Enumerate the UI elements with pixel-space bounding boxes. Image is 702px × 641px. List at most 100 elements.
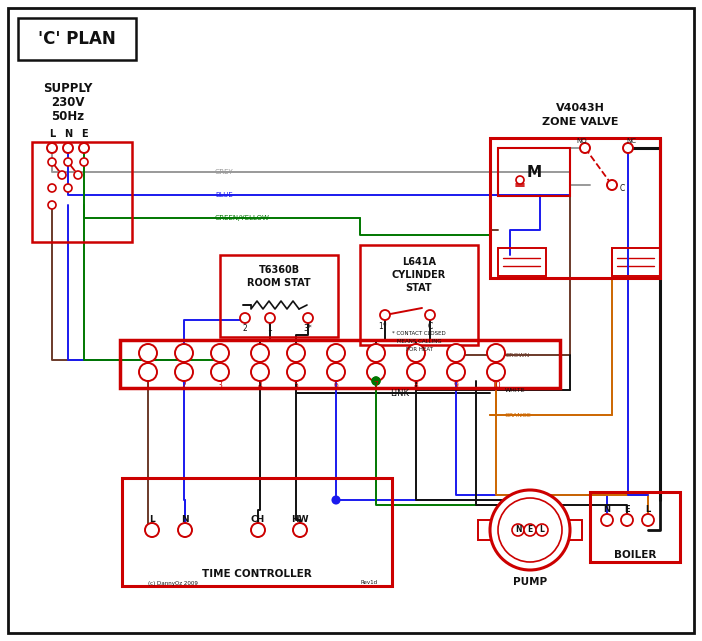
- Text: 7: 7: [373, 381, 378, 390]
- Text: 2: 2: [182, 381, 186, 390]
- Circle shape: [490, 490, 570, 570]
- Bar: [590, 492, 680, 562]
- Text: ORANGE: ORANGE: [505, 413, 531, 417]
- Circle shape: [80, 158, 88, 166]
- Text: LINK: LINK: [390, 388, 409, 397]
- Circle shape: [621, 514, 633, 526]
- Text: N: N: [515, 526, 522, 535]
- Circle shape: [642, 514, 654, 526]
- Circle shape: [524, 524, 536, 536]
- Text: HW: HW: [291, 515, 309, 524]
- Circle shape: [47, 143, 57, 153]
- Circle shape: [139, 363, 157, 381]
- Text: BOILER: BOILER: [614, 550, 656, 560]
- Circle shape: [447, 344, 465, 362]
- Text: NO: NO: [576, 138, 588, 144]
- Circle shape: [487, 363, 505, 381]
- Text: E: E: [527, 526, 533, 535]
- Circle shape: [48, 158, 56, 166]
- Circle shape: [380, 310, 390, 320]
- Circle shape: [373, 378, 380, 385]
- Bar: [360, 245, 478, 345]
- Circle shape: [175, 344, 193, 362]
- Circle shape: [498, 498, 562, 562]
- Circle shape: [64, 184, 72, 192]
- Circle shape: [293, 523, 307, 537]
- Circle shape: [333, 497, 340, 503]
- Circle shape: [601, 514, 613, 526]
- Circle shape: [265, 313, 275, 323]
- Text: BROWN: BROWN: [505, 353, 529, 358]
- Text: 1*: 1*: [378, 322, 388, 331]
- Circle shape: [607, 180, 617, 190]
- Circle shape: [58, 171, 66, 179]
- Bar: [32, 142, 132, 242]
- Bar: [498, 248, 546, 276]
- Text: WHITE: WHITE: [505, 388, 526, 392]
- Circle shape: [287, 363, 305, 381]
- Circle shape: [211, 363, 229, 381]
- Text: N: N: [64, 129, 72, 139]
- Text: 50Hz: 50Hz: [51, 110, 84, 122]
- Circle shape: [139, 344, 157, 362]
- Text: 1: 1: [267, 324, 272, 333]
- Circle shape: [251, 344, 269, 362]
- Text: 1: 1: [145, 381, 150, 390]
- Text: N: N: [181, 515, 189, 524]
- Circle shape: [63, 143, 73, 153]
- Circle shape: [327, 344, 345, 362]
- Circle shape: [372, 377, 380, 385]
- Circle shape: [623, 143, 633, 153]
- Text: 9: 9: [453, 381, 458, 390]
- Text: CYLINDER: CYLINDER: [392, 270, 446, 280]
- Circle shape: [48, 184, 56, 192]
- Bar: [568, 520, 582, 540]
- Text: E: E: [81, 129, 87, 139]
- Bar: [122, 478, 392, 586]
- Text: M: M: [526, 165, 541, 179]
- Text: V4043H: V4043H: [555, 103, 604, 113]
- Text: NC: NC: [626, 138, 636, 144]
- Text: L: L: [149, 515, 155, 524]
- Bar: [120, 340, 560, 388]
- Text: Rev1d: Rev1d: [360, 581, 377, 585]
- Text: 8: 8: [413, 381, 418, 390]
- Text: 3*: 3*: [304, 324, 312, 333]
- Text: 6: 6: [333, 381, 338, 390]
- Circle shape: [79, 143, 89, 153]
- Text: L641A: L641A: [402, 257, 436, 267]
- Text: MEANS CALLING: MEANS CALLING: [397, 338, 442, 344]
- Circle shape: [407, 344, 425, 362]
- Circle shape: [74, 171, 82, 179]
- Text: STAT: STAT: [406, 283, 432, 293]
- Text: * CONTACT CLOSED: * CONTACT CLOSED: [392, 331, 446, 335]
- Text: 3: 3: [218, 381, 223, 390]
- Text: L: L: [645, 506, 651, 515]
- Text: C: C: [619, 183, 625, 192]
- Text: 5: 5: [293, 381, 298, 390]
- Text: SUPPLY: SUPPLY: [44, 81, 93, 94]
- Bar: [498, 148, 570, 196]
- Text: ROOM STAT: ROOM STAT: [247, 278, 311, 288]
- Text: 230V: 230V: [51, 96, 85, 108]
- Circle shape: [516, 176, 524, 184]
- Bar: [478, 520, 492, 540]
- Circle shape: [367, 344, 385, 362]
- Circle shape: [447, 363, 465, 381]
- Circle shape: [211, 344, 229, 362]
- Circle shape: [251, 523, 265, 537]
- Text: TIME CONTROLLER: TIME CONTROLLER: [202, 569, 312, 579]
- Circle shape: [287, 344, 305, 362]
- Circle shape: [303, 313, 313, 323]
- Circle shape: [240, 313, 250, 323]
- Circle shape: [251, 363, 269, 381]
- Text: L: L: [540, 526, 545, 535]
- Circle shape: [64, 158, 72, 166]
- Text: (c) DannyOz 2009: (c) DannyOz 2009: [148, 581, 198, 585]
- Text: GREY: GREY: [215, 169, 234, 175]
- Circle shape: [487, 344, 505, 362]
- Circle shape: [48, 201, 56, 209]
- Text: BLUE: BLUE: [215, 192, 233, 198]
- Circle shape: [178, 523, 192, 537]
- Circle shape: [327, 363, 345, 381]
